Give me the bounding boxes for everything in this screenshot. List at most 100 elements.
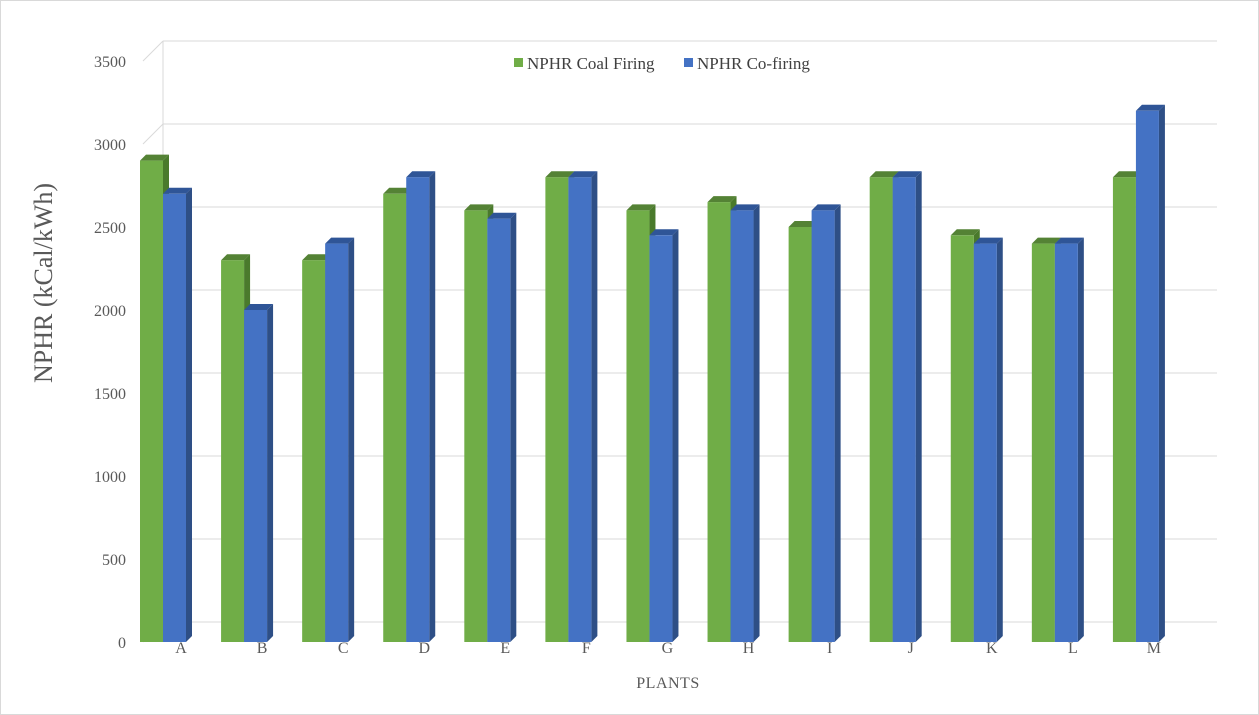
bar-L-co-firing [1054, 237, 1084, 642]
bar-front [140, 160, 163, 642]
y-tick-label: 500 [102, 552, 126, 569]
bar-top [788, 221, 818, 227]
bar-top [1112, 171, 1142, 178]
bar-top [869, 171, 899, 178]
x-tick-label: D [418, 640, 430, 657]
bar-top [221, 254, 251, 261]
bar-side [1077, 237, 1084, 642]
y-tick-label: 1500 [94, 386, 126, 403]
x-axis-title: PLANTS [636, 675, 699, 692]
legend-swatch-coal-firing [514, 58, 523, 67]
bar-front [626, 210, 650, 642]
bar-A-co-firing [163, 187, 192, 643]
x-tick-label: I [827, 640, 832, 657]
bar-front [487, 218, 511, 642]
x-tick-label: E [500, 640, 510, 657]
bar-top [707, 196, 737, 203]
bar-side [996, 237, 1003, 642]
bar-front [649, 235, 673, 643]
bar-top [545, 171, 575, 178]
bar-top [892, 171, 922, 178]
bar-top [1135, 104, 1165, 111]
bar-M-co-firing [1135, 104, 1165, 643]
x-tick-label: B [257, 640, 268, 657]
x-tick-label: K [986, 640, 998, 657]
bar-front [1054, 243, 1078, 642]
gridline-depth [142, 123, 164, 145]
bar-top [140, 154, 169, 161]
bar-front [788, 227, 812, 642]
bar-top [487, 212, 517, 219]
x-tick-label: A [175, 640, 187, 657]
bar-top [302, 254, 332, 261]
bar-D-co-firing [406, 171, 436, 642]
bar-side [834, 204, 841, 642]
y-tick-labels: 0 500 1000 1500 2000 2500 3000 3500 [94, 54, 126, 652]
bar-front [1135, 110, 1159, 643]
bar-top [973, 237, 1003, 244]
bar-side [1158, 104, 1165, 643]
bar-side [915, 171, 922, 642]
bar-top [1031, 237, 1061, 244]
x-tick-label: J [908, 640, 914, 657]
x-tick-label: G [662, 640, 674, 657]
bar-top [464, 204, 494, 211]
y-tick-label: 0 [118, 635, 126, 652]
y-axis-title: NPHR (kCal/kWh) [29, 183, 58, 383]
bar-top [730, 204, 760, 211]
bar-side [672, 229, 679, 643]
bar-front [406, 177, 430, 642]
bar-front [302, 260, 326, 642]
bar-side [348, 237, 355, 642]
bar-top [383, 187, 413, 194]
bar-side [753, 204, 760, 642]
bar-front [1031, 243, 1055, 642]
y-tick-label: 1000 [94, 469, 126, 486]
bar-front [325, 243, 349, 642]
bar-side [591, 171, 598, 642]
bar-G-co-firing [649, 229, 679, 643]
bar-front [950, 235, 974, 643]
bar-F-co-firing [568, 171, 598, 642]
x-tick-label: F [582, 640, 591, 657]
bar-top [811, 204, 841, 211]
bar-side [186, 187, 192, 643]
bar-front [383, 193, 407, 643]
bar-top [950, 229, 980, 236]
bar-K-co-firing [973, 237, 1003, 642]
x-tick-label: H [743, 640, 755, 657]
bar-front [464, 210, 488, 642]
y-tick-label: 3000 [94, 137, 126, 154]
bar-E-co-firing [487, 212, 517, 642]
bar-top [325, 237, 355, 244]
bar-top [406, 171, 436, 178]
x-tick-labels: A B C D E F G H I J K L M [175, 640, 1161, 657]
legend: NPHR Coal Firing NPHR Co-firing [514, 54, 810, 73]
bar-I-co-firing [811, 204, 841, 642]
bar-front [1112, 177, 1136, 642]
bar-front [221, 260, 245, 642]
gridline-depth [142, 40, 164, 62]
y-tick-label: 3500 [94, 54, 126, 71]
x-tick-label: C [338, 640, 349, 657]
bar-top [244, 304, 274, 310]
bar-top [568, 171, 598, 178]
bar-front [163, 193, 186, 643]
y-tick-label: 2000 [94, 303, 126, 320]
bar-front [244, 310, 268, 642]
bar-front [730, 210, 754, 642]
bar-front [869, 177, 893, 642]
bar-C-co-firing [325, 237, 355, 642]
y-tick-label: 2500 [94, 220, 126, 237]
bar-front [811, 210, 835, 642]
bar-J-co-firing [892, 171, 922, 642]
bar-B-co-firing [244, 304, 274, 642]
bar-top [649, 229, 679, 236]
bar-top [1054, 237, 1084, 244]
bar-side [510, 212, 517, 642]
legend-label-co-firing: NPHR Co-firing [697, 54, 810, 73]
x-tick-label: L [1068, 640, 1078, 657]
bar-side [429, 171, 436, 642]
bar-top [163, 187, 192, 194]
